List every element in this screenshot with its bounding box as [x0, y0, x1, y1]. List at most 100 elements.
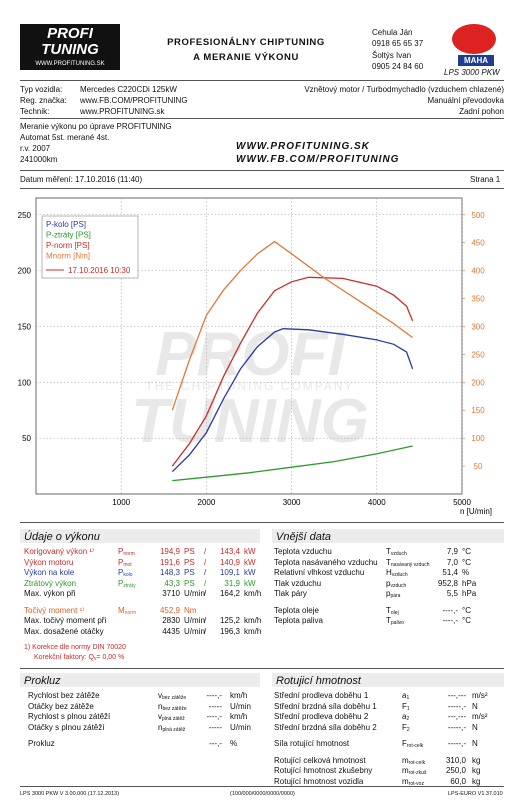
rule [20, 80, 504, 81]
y2-tick-label: 150 [471, 406, 485, 415]
row-label: Relativní vlhkost vzduchu [274, 568, 365, 577]
row-unit: PS [184, 578, 195, 588]
vehicle-info: Zadní pohon [459, 107, 504, 116]
row-symbol: a1 [402, 691, 410, 701]
section-bar [272, 673, 504, 687]
row-unit: kg [472, 766, 481, 775]
row-unit: hPa [462, 589, 477, 598]
row-unit: U/min [230, 722, 251, 732]
row-symbol-sub: olej [390, 609, 399, 616]
row-unit: km/h [230, 712, 248, 721]
banner-line: PROFESIONÁLNY CHIPTUNING [167, 37, 325, 48]
y2-tick-label: 200 [471, 378, 485, 387]
brand-seal [452, 24, 496, 54]
row-value: 250,0 [445, 766, 466, 775]
row-symbol: Pkolo [118, 568, 133, 578]
legend-entry: P-ztráty [PS] [46, 231, 91, 240]
row-label: Ztrátový výkon [24, 578, 77, 588]
brand: MAHA [458, 55, 494, 66]
section-title: Vnější data [276, 531, 332, 543]
row-symbol: nbez zátěže [158, 701, 187, 712]
row-sep: / [204, 568, 207, 577]
row-value: 952,8 [437, 578, 458, 588]
row-value: ----,- [442, 616, 458, 625]
y-tick-label: 200 [18, 267, 32, 276]
row-value: 140,9 [219, 557, 240, 567]
x-tick-label: 3000 [283, 498, 301, 507]
row-unit: N [472, 722, 478, 732]
note-sub: v [93, 656, 97, 662]
y2-tick-label: 400 [471, 267, 485, 276]
legend-box [41, 215, 139, 279]
row-symbol-sub: nasávaný vzduch [390, 561, 430, 568]
row-sep: / [204, 616, 207, 625]
row-unit: PS [184, 547, 195, 556]
row-symbol: Hvzduch [386, 568, 408, 578]
y-tick-label: 150 [18, 322, 32, 331]
section-bar [20, 673, 260, 687]
row-value: -----,- [447, 722, 466, 732]
vehicle-value: www.FB.COM/PROFITUNING [80, 96, 188, 105]
row-symbol-sub: norm [123, 551, 135, 557]
row-unit: % [230, 739, 238, 748]
row-label: Teplota vzduchu [274, 547, 332, 556]
row-unit: PS [184, 568, 195, 577]
row-symbol: Tpalivo [386, 616, 404, 626]
row-value: 3710 [162, 589, 180, 598]
row-value: 31,9 [224, 578, 240, 588]
vehicle-info: Vznětový motor / Turbodmychadlo (vzduche… [304, 85, 504, 94]
row-unit: N [472, 701, 478, 711]
note: r.v. 2007 [20, 144, 51, 153]
logo-box [20, 24, 120, 70]
row-value: 60,0 [450, 776, 466, 786]
row-value: -----,- [447, 701, 466, 711]
row-label: Točivý moment ¹⁾ [24, 605, 85, 615]
note: Meranie výkonu po úprave PROFITUNING [20, 122, 172, 131]
rule [20, 522, 504, 523]
note: = 0,00 % [96, 654, 125, 661]
x-tick-label: 1000 [112, 498, 130, 507]
row-symbol: vbez zátěže [158, 691, 187, 701]
row-label: Rotující hmotnost vozidla [274, 776, 364, 786]
row-value: 109,1 [219, 568, 240, 577]
legend-date: 17.10.2016 10:30 [68, 266, 131, 275]
row-symbol: Pztráty [118, 578, 136, 589]
series-line [171, 276, 414, 467]
row-label: Teplota nasávaného vzduchu [274, 557, 378, 567]
row-symbol: vplná zátěž [158, 712, 185, 722]
web: WWW.FB.COM/PROFITUNING [236, 154, 400, 165]
section-title: Prokluz [24, 675, 61, 687]
row-symbol-sub: vzduch [390, 551, 407, 557]
row-value: 7,0 [446, 557, 458, 567]
row-symbol-sub: bez zátěže [162, 705, 187, 712]
row-symbol: ppára [386, 589, 401, 599]
model: LPS 3000 PKW [444, 68, 500, 77]
row-label: Tlak vzduchu [274, 578, 322, 588]
row-sep: / [204, 626, 207, 636]
y2-tick-label: 450 [471, 239, 485, 248]
row-unit: U/min [230, 701, 251, 711]
row-symbol-sub: palivo [390, 620, 404, 626]
x-tick-label: 2000 [198, 498, 216, 507]
row-label: Střední brzdná síla doběhu 1 [274, 701, 377, 711]
row-value: 2830 [162, 616, 180, 625]
row-symbol: Tnasávaný vzduch [386, 557, 430, 568]
row-value: 191,6 [159, 557, 180, 567]
row-label: Střední prodleva doběhu 1 [274, 691, 369, 700]
row-label: Rotující celková hmotnost [274, 755, 366, 765]
row-value: ---,--- [447, 691, 466, 700]
row-unit: U/min [184, 616, 205, 625]
web: WWW.PROFITUNING.SK [236, 141, 370, 152]
row-value: 310,0 [445, 755, 466, 765]
row-symbol-sub: pára [390, 593, 401, 599]
y2-tick-label: 50 [474, 462, 483, 471]
row-unit: U/min [184, 589, 205, 598]
row-sep: / [204, 589, 207, 598]
row-value: 7,9 [446, 547, 458, 556]
row-label: Rychlost bez zátěže [28, 691, 100, 700]
row-unit: Nm [184, 605, 197, 615]
row-symbol: a2 [402, 712, 410, 722]
row-value: 143,4 [219, 547, 240, 556]
row-symbol: pvzduch [386, 578, 407, 589]
